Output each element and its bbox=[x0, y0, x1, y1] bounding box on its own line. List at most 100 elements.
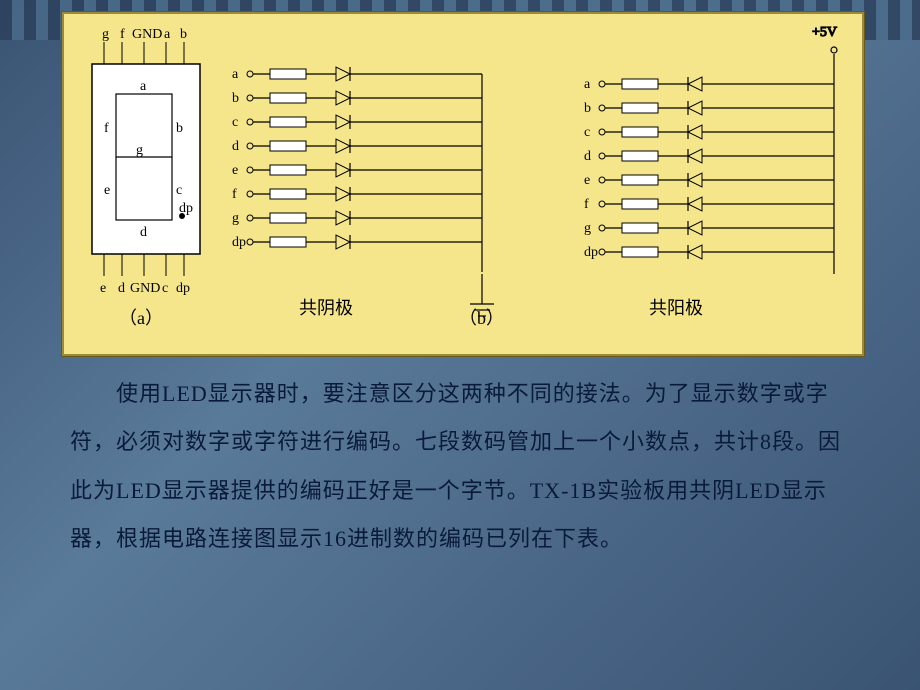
pin-label: GND bbox=[130, 281, 160, 296]
resistor-icon bbox=[622, 103, 658, 113]
diode-icon bbox=[336, 163, 350, 177]
pin-terminal bbox=[599, 105, 605, 111]
pin-label: dp bbox=[176, 281, 190, 296]
pin-label: GND bbox=[132, 27, 162, 42]
row-label: b bbox=[584, 101, 591, 116]
row-label: b bbox=[232, 91, 239, 106]
row-label: e bbox=[584, 173, 590, 188]
seg-e-label: e bbox=[104, 183, 110, 198]
section-b-label: （b） bbox=[459, 308, 504, 328]
led-row: g bbox=[232, 211, 482, 226]
pin-terminal bbox=[599, 153, 605, 159]
seg-a-label: a bbox=[140, 79, 147, 94]
diode-icon bbox=[688, 245, 702, 259]
pin-label: b bbox=[180, 27, 187, 42]
pin-terminal bbox=[247, 71, 253, 77]
led-row: c bbox=[232, 115, 482, 130]
pin-label: a bbox=[164, 27, 171, 42]
seven-seg-module: g f GND a b a b c d e f g dp bbox=[92, 27, 200, 328]
row-label: d bbox=[232, 139, 239, 154]
row-label: c bbox=[584, 125, 590, 140]
seg-f-label: f bbox=[104, 121, 109, 136]
cathode-title: 共阴极 bbox=[299, 298, 353, 318]
section-a-label: （a） bbox=[119, 308, 163, 328]
led-row: dp bbox=[584, 245, 834, 260]
diode-icon bbox=[688, 77, 702, 91]
pin-terminal bbox=[247, 167, 253, 173]
resistor-icon bbox=[622, 199, 658, 209]
circuit-diagram-frame: g f GND a b a b c d e f g dp bbox=[62, 12, 864, 356]
pin-terminal bbox=[247, 191, 253, 197]
led-row: f bbox=[584, 197, 834, 212]
led-row: g bbox=[584, 221, 834, 236]
common-anode-circuit: abcdefg dp bbox=[584, 77, 834, 260]
explanation-text: 使用LED显示器时，要注意区分这两种不同的接法。为了显示数字或字符，必须对数字或… bbox=[70, 370, 860, 564]
resistor-icon bbox=[622, 151, 658, 161]
diode-icon bbox=[688, 101, 702, 115]
diode-icon bbox=[336, 211, 350, 225]
pin-terminal bbox=[599, 129, 605, 135]
pin-terminal bbox=[599, 201, 605, 207]
resistor-icon bbox=[270, 165, 306, 175]
pin-terminal bbox=[247, 119, 253, 125]
supply-5v: +5V bbox=[812, 25, 837, 274]
seg-dp-label: dp bbox=[179, 201, 193, 216]
pin-terminal bbox=[247, 239, 253, 245]
pin-terminal bbox=[247, 215, 253, 221]
diode-icon bbox=[688, 221, 702, 235]
anode-title: 共阳极 bbox=[649, 298, 703, 318]
resistor-icon bbox=[622, 127, 658, 137]
resistor-icon bbox=[622, 175, 658, 185]
diode-icon bbox=[688, 197, 702, 211]
row-label: a bbox=[584, 77, 591, 92]
diode-icon bbox=[688, 125, 702, 139]
pin-label: g bbox=[102, 27, 109, 42]
resistor-icon bbox=[270, 69, 306, 79]
pin-label: f bbox=[120, 27, 125, 42]
row-label: f bbox=[232, 187, 237, 202]
pin-label: e bbox=[100, 281, 106, 296]
pin-terminal bbox=[599, 249, 605, 255]
common-cathode-circuit: abcdefg dp bbox=[232, 67, 482, 272]
pin-label: d bbox=[118, 281, 125, 296]
led-row: dp bbox=[232, 235, 482, 250]
row-label: e bbox=[232, 163, 238, 178]
voltage-label: +5V bbox=[812, 25, 837, 40]
diode-icon bbox=[336, 187, 350, 201]
pin-terminal bbox=[247, 95, 253, 101]
circuit-diagram-svg: g f GND a b a b c d e f g dp bbox=[64, 14, 862, 354]
row-label: f bbox=[584, 197, 589, 212]
row-label: d bbox=[584, 149, 591, 164]
diode-icon bbox=[688, 173, 702, 187]
seg-g-label: g bbox=[136, 143, 143, 158]
led-row: b bbox=[584, 101, 834, 116]
resistor-icon bbox=[622, 223, 658, 233]
led-row: e bbox=[584, 173, 834, 188]
diode-icon bbox=[336, 67, 350, 81]
led-row: c bbox=[584, 125, 834, 140]
led-row: b bbox=[232, 91, 482, 106]
resistor-icon bbox=[622, 247, 658, 257]
resistor-icon bbox=[270, 117, 306, 127]
led-row: d bbox=[584, 149, 834, 164]
led-row: e bbox=[232, 163, 482, 178]
resistor-icon bbox=[270, 93, 306, 103]
resistor-icon bbox=[622, 79, 658, 89]
row-label: a bbox=[232, 67, 239, 82]
bottom-pin-row: e d GND c dp bbox=[100, 254, 190, 296]
resistor-icon bbox=[270, 141, 306, 151]
pin-terminal bbox=[599, 225, 605, 231]
led-row: a bbox=[232, 67, 482, 82]
pin-terminal bbox=[599, 177, 605, 183]
pin-label: c bbox=[162, 281, 168, 296]
resistor-icon bbox=[270, 237, 306, 247]
diode-icon bbox=[688, 149, 702, 163]
seg-d-label: d bbox=[140, 225, 147, 240]
row-label: g bbox=[232, 211, 239, 226]
seg-c-label: c bbox=[176, 183, 182, 198]
top-pin-row: g f GND a b bbox=[102, 27, 187, 64]
row-label: dp bbox=[584, 245, 598, 260]
row-label: c bbox=[232, 115, 238, 130]
led-row: f bbox=[232, 187, 482, 202]
pin-terminal bbox=[599, 81, 605, 87]
